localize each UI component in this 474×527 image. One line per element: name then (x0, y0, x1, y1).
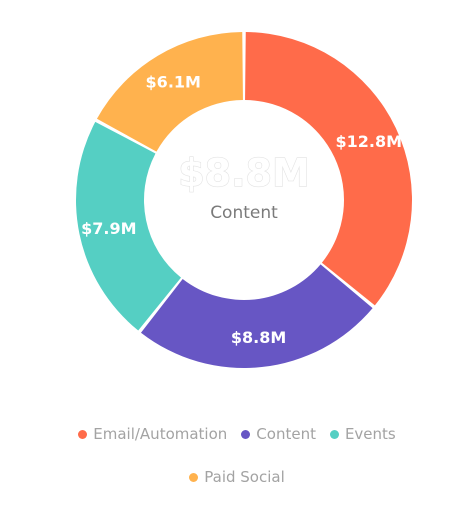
legend-dot-icon (189, 472, 199, 482)
paid-social-value-label: $6.1M (146, 73, 201, 92)
legend-row-1: Email/Automation Content Events (0, 425, 474, 443)
legend-item-content[interactable]: Content (241, 425, 316, 443)
legend-dot-icon (329, 429, 339, 439)
legend-dot-icon (241, 429, 251, 439)
email-automation-slice[interactable] (245, 32, 412, 306)
legend-item-email-automation[interactable]: Email/Automation (78, 425, 227, 443)
center-value: $8.8M (178, 151, 310, 195)
paid-social-slice[interactable] (96, 32, 243, 152)
center-label: Content (210, 203, 278, 223)
legend-label: Content (256, 425, 316, 443)
legend-item-paid-social[interactable]: Paid Social (189, 468, 285, 486)
legend-item-events[interactable]: Events (329, 425, 396, 443)
legend-label: Paid Social (204, 468, 285, 486)
content-slice[interactable] (140, 264, 373, 369)
content-value-label: $8.8M (231, 328, 286, 347)
legend-label: Email/Automation (93, 425, 228, 443)
email-automation-value-label: $12.8M (336, 132, 403, 151)
legend-row-2: Paid Social (0, 468, 474, 486)
events-slice[interactable] (76, 121, 182, 331)
legend-dot-icon (78, 429, 88, 439)
events-value-label: $7.9M (81, 219, 136, 238)
legend-label: Events (344, 425, 396, 443)
